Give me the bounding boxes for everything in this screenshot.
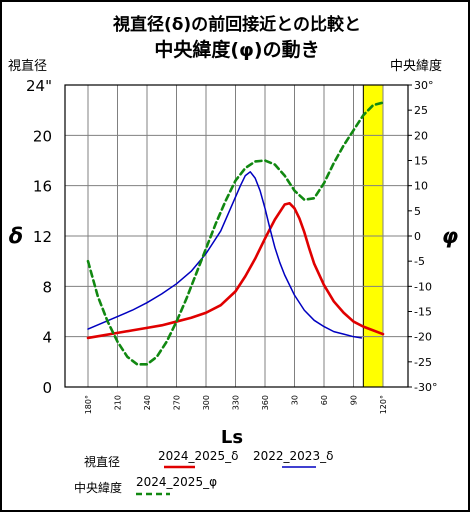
- x-tick-label: 270: [173, 395, 182, 410]
- legend-label-2022-delta: 2022_2023_δ: [253, 449, 333, 463]
- y-left-tick-label: 4: [42, 329, 52, 347]
- right-axis-caption: 中央緯度: [390, 58, 442, 74]
- y-left-tick-label: 0: [42, 379, 52, 397]
- x-tick-label: 120°: [379, 395, 388, 414]
- grid-layer: [65, 85, 408, 387]
- x-tick-label: 90: [350, 395, 359, 405]
- y-left-tick-label: 24": [26, 77, 52, 95]
- x-tick-label: 330: [232, 395, 241, 410]
- y-right-tick-label: -10: [414, 280, 432, 293]
- x-tick-label: 180°: [84, 395, 93, 414]
- y-left-tick-label: 8: [42, 278, 52, 296]
- y-right-tick-label: -15: [414, 306, 432, 319]
- y-right-tick-label: 10: [414, 180, 428, 193]
- legend-group-diameter: 視直径: [84, 454, 120, 469]
- x-tick-label: 360: [261, 395, 270, 410]
- y-right-tick-label: 0: [414, 230, 421, 243]
- legend-label-2024-phi: 2024_2025_φ: [136, 475, 217, 489]
- y-right-axis-label: φ: [442, 224, 458, 248]
- x-tick-label: 300: [202, 395, 211, 410]
- series-layer: [86, 101, 385, 366]
- y-right-tick-label: -5: [414, 255, 425, 268]
- y-right-tick-label: 25: [414, 104, 428, 117]
- y-right-tick-label: 30°: [414, 79, 434, 92]
- y-left-axis-label: δ: [9, 224, 23, 248]
- left-axis-caption: 視直径: [8, 59, 47, 74]
- tick-layer: 0 4 8 12 16 20 24" -30° -25 -20 -15 -10 -5 0 5 10 15 20 25…: [26, 77, 437, 414]
- y-left-tick-label: 12: [33, 228, 52, 246]
- series-line-series-2022-delta: [87, 171, 363, 339]
- y-right-tick-label: 5: [414, 205, 421, 218]
- legend-group-latitude: 中央緯度: [74, 480, 122, 495]
- x-tick-label: 240: [143, 395, 152, 410]
- legend: 視直径 2024_2025_δ 2022_2023_δ 中央緯度 2024_20…: [74, 449, 333, 496]
- x-tick-label: 60: [320, 395, 329, 405]
- legend-label-2024-delta: 2024_2025_δ: [158, 449, 238, 463]
- series-line-series-2024-delta: [86, 201, 385, 340]
- series-line-series-2024-phi: [86, 101, 385, 366]
- y-right-tick-label: -20: [414, 331, 432, 344]
- y-right-tick-label: -25: [414, 356, 432, 369]
- chart-title-line2: 中央緯度(φ)の動き: [154, 38, 319, 61]
- chart-title-line1: 視直径(δ)の前回接近との比較と: [112, 14, 361, 35]
- y-left-tick-label: 20: [33, 127, 52, 145]
- y-left-tick-label: 16: [33, 178, 52, 196]
- y-right-tick-label: 15: [414, 155, 428, 168]
- y-right-tick-label: -30°: [414, 381, 437, 394]
- x-axis-label: Ls: [221, 427, 243, 448]
- x-tick-label: 30: [291, 395, 300, 405]
- x-tick-label: 210: [114, 395, 123, 410]
- y-right-tick-label: 20: [414, 129, 428, 142]
